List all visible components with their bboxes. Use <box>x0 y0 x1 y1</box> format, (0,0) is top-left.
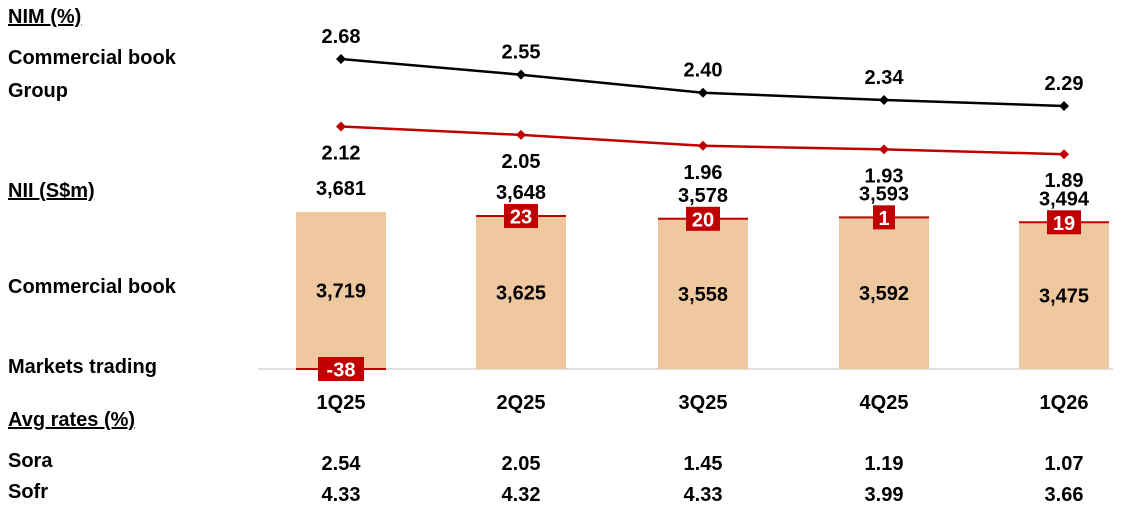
nii-total-label: 3,593 <box>859 183 909 205</box>
nim-point-group <box>1059 149 1069 160</box>
nim-point-group <box>879 144 889 155</box>
rate-sora-value: 1.45 <box>684 453 723 475</box>
nii-trading-value: 20 <box>692 209 714 231</box>
nii-bar-commercial <box>296 212 386 369</box>
nii-commercial-value: 3,475 <box>1039 286 1089 308</box>
x-axis-label: 2Q25 <box>497 392 546 414</box>
nii-bar-commercial <box>476 215 566 369</box>
nii-trading-box <box>873 205 895 230</box>
nim-data-label: 2.68 <box>322 26 361 48</box>
nim-title: NIM (%) <box>8 6 82 28</box>
nii-bar-commercial <box>1019 222 1109 369</box>
nim-data-label: 2.05 <box>502 151 541 173</box>
nii-total-label: 3,578 <box>678 185 728 207</box>
nii-commercial-value: 3,558 <box>678 284 728 306</box>
nim-data-label: 2.29 <box>1045 73 1084 95</box>
nii-trading-value: -38 <box>327 360 356 382</box>
rate-sora-value: 2.05 <box>502 453 541 475</box>
nii-trading-value: 19 <box>1053 213 1075 235</box>
rate-sofr-value: 4.33 <box>322 484 361 506</box>
nii-commercial-label: Commercial book <box>8 276 176 298</box>
nii-trading-box <box>504 203 538 228</box>
nii-trading-box <box>686 206 720 231</box>
nii-trading-value: 23 <box>510 206 532 228</box>
nii-bar-commercial <box>839 217 929 369</box>
nim-data-label: 2.55 <box>502 42 541 64</box>
nii-bar-commercial <box>658 218 748 369</box>
nim-point-commercial <box>336 54 346 64</box>
avg-rates-title: Avg rates (%) <box>8 409 136 431</box>
nim-point-commercial <box>1059 100 1069 111</box>
nii-total-label: 3,681 <box>316 178 366 200</box>
nii-commercial-value: 3,625 <box>496 282 546 304</box>
rate-sofr-value: 3.66 <box>1045 484 1084 506</box>
nim-point-group <box>336 121 346 132</box>
nim-data-label: 1.96 <box>684 162 723 184</box>
nii-total-label: 3,494 <box>1039 188 1090 210</box>
x-axis-label: 3Q25 <box>679 392 728 414</box>
sora-label: Sora <box>8 450 53 472</box>
nim-point-commercial <box>879 94 889 105</box>
nii-commercial-value: 3,592 <box>859 283 909 305</box>
nim-point-group <box>698 140 708 151</box>
sofr-label: Sofr <box>8 481 48 503</box>
nim-data-label: 2.12 <box>322 142 361 164</box>
x-axis-label: 4Q25 <box>860 392 909 414</box>
x-axis-label: 1Q26 <box>1040 392 1089 414</box>
nim-data-label: 2.40 <box>684 60 723 82</box>
nim-point-commercial <box>516 69 526 80</box>
nim-data-label: 2.34 <box>865 67 905 89</box>
rate-sora-value: 1.07 <box>1045 453 1084 475</box>
rate-sora-value: 1.19 <box>865 453 904 475</box>
rate-sofr-value: 3.99 <box>865 484 904 506</box>
nii-commercial-value: 3,719 <box>316 281 366 303</box>
nii-total-label: 3,648 <box>496 182 546 204</box>
nim-group-label: Group <box>8 80 68 102</box>
nii-trading-value: 1 <box>878 208 889 230</box>
nii-markets-label: Markets trading <box>8 356 157 378</box>
rate-sofr-value: 4.33 <box>684 484 723 506</box>
nii-trading-box <box>318 357 364 381</box>
rate-sora-value: 2.54 <box>322 453 362 475</box>
x-axis-label: 1Q25 <box>317 392 366 414</box>
nii-title: NII (S$m) <box>8 180 95 202</box>
nii-trading-box <box>1047 210 1081 235</box>
nim-commercial-label: Commercial book <box>8 47 176 69</box>
nim-data-label: 1.93 <box>865 165 904 187</box>
rate-sofr-value: 4.32 <box>502 484 541 506</box>
nim-point-commercial <box>698 87 708 98</box>
nim-point-group <box>516 129 526 140</box>
nim-data-label: 1.89 <box>1045 170 1084 192</box>
